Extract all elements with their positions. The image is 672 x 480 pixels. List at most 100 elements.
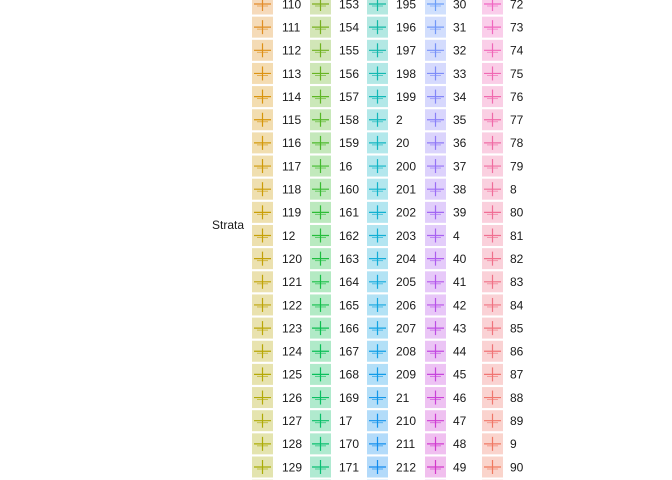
- legend-key: [367, 317, 388, 339]
- legend-key: [482, 132, 503, 154]
- legend-label: 41: [453, 275, 467, 289]
- legend-label: 203: [396, 229, 416, 243]
- legend-key: [310, 16, 331, 38]
- legend-label: 34: [453, 90, 467, 104]
- legend-key: [482, 363, 503, 385]
- legend-key: [425, 271, 446, 293]
- legend-label: 74: [510, 44, 524, 58]
- legend-label: 37: [453, 159, 467, 173]
- legend-key: [252, 0, 273, 15]
- legend-label: 212: [396, 460, 416, 474]
- legend-label: 209: [396, 368, 416, 382]
- legend-key: [310, 294, 331, 316]
- legend-key: [252, 109, 273, 131]
- legend-label: 207: [396, 321, 416, 335]
- legend-key: [482, 340, 503, 362]
- legend-label: 158: [339, 113, 359, 127]
- legend-label: 78: [510, 136, 524, 150]
- legend-key: [367, 16, 388, 38]
- legend-key: [367, 363, 388, 385]
- legend-key: [252, 294, 273, 316]
- legend-label: 119: [282, 206, 301, 220]
- legend-key: [310, 225, 331, 246]
- legend-key: [482, 248, 503, 270]
- legend-key: [367, 340, 388, 362]
- legend-key: [482, 201, 503, 223]
- legend-key: [367, 0, 388, 15]
- legend-key: [310, 456, 331, 478]
- legend-key: [425, 340, 446, 362]
- legend-label: 89: [510, 414, 524, 428]
- legend-key: [425, 433, 446, 455]
- legend-key: [425, 16, 446, 38]
- legend-key: [425, 387, 446, 409]
- legend-label: 124: [282, 345, 302, 359]
- legend-key: [252, 433, 273, 455]
- legend-key: [482, 155, 503, 177]
- legend-key: [482, 317, 503, 339]
- legend-key: [482, 62, 503, 84]
- legend-key: [425, 132, 446, 154]
- legend-key: [310, 155, 331, 177]
- legend-label: 12: [282, 229, 296, 243]
- legend-key: [425, 456, 446, 478]
- legend-label: 75: [510, 67, 524, 81]
- legend-key: [310, 248, 331, 270]
- legend-label: 122: [282, 298, 302, 312]
- legend-label: 87: [510, 368, 524, 382]
- legend-label: 196: [396, 20, 416, 34]
- legend-label: 199: [396, 90, 416, 104]
- legend-label: 47: [453, 414, 467, 428]
- legend-key: [425, 62, 446, 84]
- legend-label: 46: [453, 391, 467, 405]
- legend-label: 20: [396, 136, 410, 150]
- legend-key: [425, 248, 446, 270]
- legend-key: [252, 132, 273, 154]
- legend-key: [482, 39, 503, 61]
- legend-label: 32: [453, 44, 467, 58]
- legend-label: 195: [396, 0, 416, 11]
- legend-label: 211: [396, 437, 415, 451]
- legend-label: 36: [453, 136, 467, 150]
- legend-key: [425, 294, 446, 316]
- legend-key: [367, 433, 388, 455]
- legend-label: 43: [453, 321, 467, 335]
- legend-label: 123: [282, 321, 302, 335]
- legend-key: [367, 456, 388, 478]
- legend-key: [482, 456, 503, 478]
- legend-key: [482, 294, 503, 316]
- legend-key: [367, 109, 388, 131]
- legend-key: [367, 178, 388, 200]
- legend-title: Strata: [212, 218, 244, 232]
- legend-label: 210: [396, 414, 416, 428]
- legend-key: [252, 456, 273, 478]
- legend-label: 198: [396, 67, 416, 81]
- legend-key: [425, 410, 446, 432]
- legend-key: [310, 109, 331, 131]
- legend-label: 48: [453, 437, 467, 451]
- legend-label: 197: [396, 44, 416, 58]
- legend-key: [252, 39, 273, 61]
- legend-label: 162: [339, 229, 359, 243]
- legend-label: 44: [453, 345, 467, 359]
- legend-label: 161: [339, 206, 359, 220]
- legend-label: 73: [510, 20, 524, 34]
- legend-key: [425, 155, 446, 177]
- legend-label: 8: [510, 183, 517, 197]
- legend-key: [252, 248, 273, 270]
- legend-label: 33: [453, 67, 467, 81]
- legend-key: [425, 39, 446, 61]
- legend-label: 164: [339, 275, 359, 289]
- legend-key: [425, 363, 446, 385]
- legend-key: [482, 86, 503, 108]
- legend-label: 116: [282, 136, 301, 150]
- legend-label: 126: [282, 391, 302, 405]
- legend-label: 21: [396, 391, 410, 405]
- legend-key: [425, 86, 446, 108]
- legend-label: 170: [339, 437, 359, 451]
- legend-key: [367, 132, 388, 154]
- legend-key: [367, 271, 388, 293]
- legend-key: [482, 225, 503, 246]
- legend-label: 121: [282, 275, 302, 289]
- legend-key: [310, 387, 331, 409]
